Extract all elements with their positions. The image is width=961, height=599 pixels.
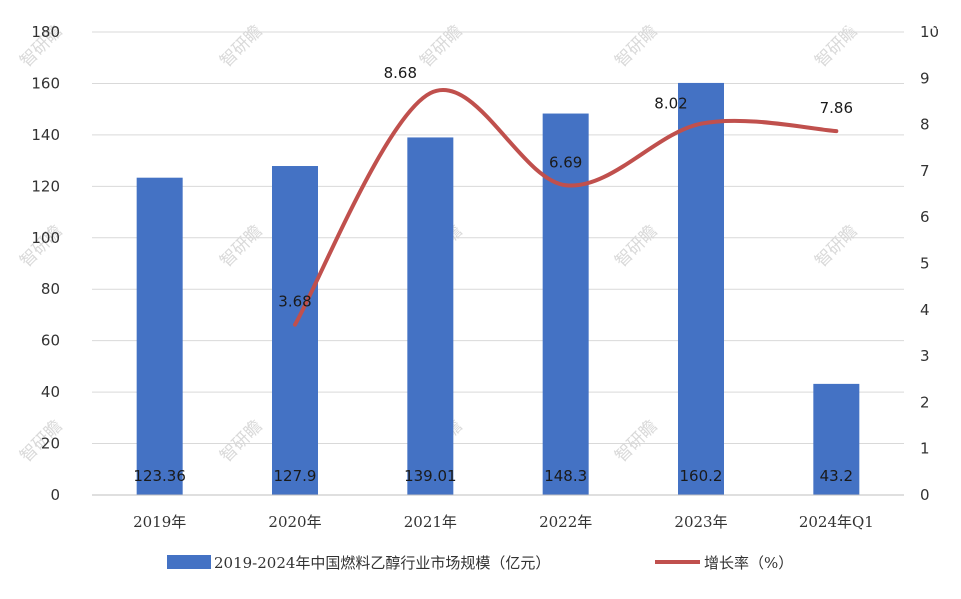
watermark-text: 智研瞻 [611, 416, 661, 466]
axes: 0 20 40 60 80 100 120 140 160 180 0 1 2 3 4 5 6 7 8 9 10 2019… [31, 23, 939, 531]
y-left-tick-label: 180 [31, 23, 60, 41]
watermark-text: 智研瞻 [611, 21, 661, 71]
x-tick-label: 2020年 [268, 513, 321, 531]
watermark-text: 智研瞻 [216, 416, 266, 466]
bar [813, 383, 860, 495]
bar [678, 82, 724, 496]
bars [136, 82, 860, 496]
bar-value-label: 148.3 [544, 467, 587, 485]
y-right-tick-label: 2 [920, 393, 930, 411]
bar [407, 137, 454, 495]
watermark-text: 智研瞻 [416, 21, 466, 71]
x-tick-label: 2021年 [404, 513, 457, 531]
y-right-tick-label: 10 [920, 23, 939, 41]
y-left-tick-label: 40 [41, 383, 60, 401]
line-value-label: 8.68 [384, 64, 417, 82]
y-right-tick-label: 9 [920, 69, 930, 87]
y-right-tick-label: 0 [920, 486, 930, 504]
gridlines [92, 31, 904, 496]
line-value-label: 3.68 [278, 293, 311, 311]
watermark-text: 智研瞻 [216, 221, 266, 271]
y-left-tick-label: 120 [31, 177, 60, 195]
x-tick-label: 2024年Q1 [799, 513, 874, 531]
y-right-tick-label: 6 [920, 208, 930, 226]
growth-line-path [293, 88, 839, 327]
x-tick-label: 2019年 [133, 513, 186, 531]
bar [136, 177, 183, 495]
y-right-tick-label: 3 [920, 347, 930, 365]
growth-line [293, 88, 839, 327]
bar [272, 166, 318, 496]
y-left-tick-label: 60 [41, 332, 60, 350]
legend-line-label: 增长率（%） [704, 554, 793, 572]
y-left-tick-label: 20 [41, 435, 60, 453]
watermark-text: 智研瞻 [611, 221, 661, 271]
y-right-tick-label: 8 [920, 116, 930, 134]
line-value-label: 6.69 [549, 153, 582, 171]
bar-value-label: 43.2 [820, 467, 853, 485]
x-tick-label: 2023年 [674, 513, 727, 531]
source-tag: 搜狐号@智研瞻 [839, 11, 958, 32]
y-right-tick-label: 1 [920, 440, 930, 458]
y-left-tick-label: 80 [41, 280, 60, 298]
bar-value-label: 160.2 [680, 467, 723, 485]
bar-value-label: 123.36 [133, 467, 186, 485]
watermark-text: 智研瞻 [811, 221, 861, 271]
legend-bar-swatch [167, 555, 211, 569]
line-value-label: 7.86 [820, 99, 853, 117]
legend-bar-label: 2019-2024年中国燃料乙醇行业市场规模（亿元） [214, 554, 550, 572]
y-left-tick-label: 0 [50, 486, 60, 504]
data-labels: 123.36 127.9 139.01 148.3 160.2 43.2 3.68 8.68 6… [133, 64, 853, 485]
y-right-tick-label: 7 [920, 162, 930, 180]
bar-value-label: 139.01 [404, 467, 457, 485]
y-left-tick-label: 140 [31, 126, 60, 144]
bar [542, 113, 589, 496]
y-right-tick-label: 4 [920, 301, 930, 319]
line-value-label: 8.02 [654, 95, 687, 113]
x-tick-label: 2022年 [539, 513, 592, 531]
y-left-tick-label: 160 [31, 74, 60, 92]
y-right-tick-label: 5 [920, 255, 930, 273]
y-left-tick-label: 100 [31, 229, 60, 247]
legend: 2019-2024年中国燃料乙醇行业市场规模（亿元） 增长率（%） [167, 554, 793, 572]
watermark-text: 智研瞻 [216, 21, 266, 71]
bar-value-label: 127.9 [274, 467, 317, 485]
